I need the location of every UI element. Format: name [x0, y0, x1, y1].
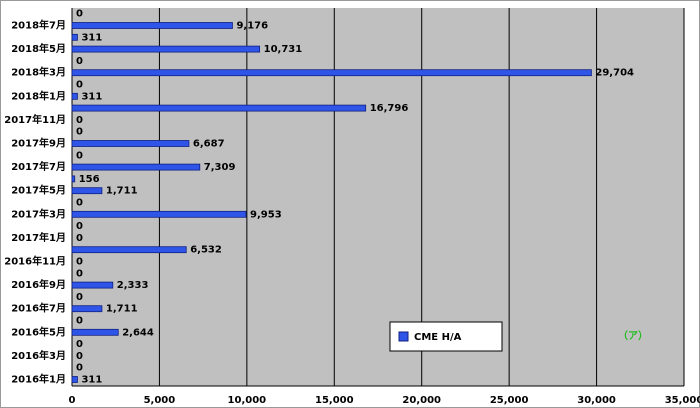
value-label: 0	[76, 351, 83, 362]
legend-box	[389, 321, 503, 352]
x-tick-label: 20,000	[402, 395, 441, 406]
value-label: 0	[76, 80, 83, 91]
value-label: 0	[76, 268, 83, 279]
value-label: 156	[79, 174, 100, 185]
bar	[71, 69, 592, 77]
value-label: 10,731	[264, 44, 303, 55]
bar	[71, 246, 187, 254]
value-label: 311	[81, 91, 102, 102]
value-label: 7,309	[204, 162, 236, 173]
x-tick-label: 25,000	[490, 395, 529, 406]
y-tick-label: 2016年3月	[11, 349, 66, 362]
value-label: 0	[76, 115, 83, 126]
y-tick-label: 2016年9月	[11, 278, 66, 291]
value-label: 0	[76, 363, 83, 374]
value-label: 0	[76, 316, 83, 327]
x-tick-label: 0	[69, 395, 76, 406]
value-label: 16,796	[370, 103, 409, 114]
value-label: 311	[81, 32, 102, 43]
bar	[71, 163, 201, 171]
value-label: 2,644	[122, 327, 154, 338]
bar	[71, 104, 367, 112]
bar	[71, 92, 78, 100]
x-tick-label: 15,000	[315, 395, 354, 406]
bar	[71, 22, 233, 29]
y-tick-label: 2018年5月	[11, 42, 66, 55]
y-tick-label: 2018年7月	[11, 19, 66, 32]
y-tick-label: 2017年3月	[11, 207, 66, 220]
bar	[71, 210, 247, 218]
x-tick-label: 5,000	[144, 395, 176, 406]
value-label: 1,711	[106, 304, 138, 315]
y-tick-label: 2016年5月	[11, 325, 66, 338]
bar	[71, 45, 261, 53]
y-tick-label: 2018年1月	[11, 89, 66, 102]
value-label: 0	[76, 257, 83, 268]
y-tick-label: 2017年11月	[4, 113, 66, 126]
value-label: 0	[76, 56, 83, 67]
plot-area	[72, 8, 684, 386]
bar	[71, 33, 78, 41]
value-label: 0	[76, 292, 83, 303]
bar	[71, 175, 76, 183]
value-label: 0	[76, 198, 83, 209]
value-label: 9,953	[250, 209, 282, 220]
bar	[71, 281, 114, 289]
value-label: 0	[76, 127, 83, 138]
value-label: 6,532	[190, 245, 222, 256]
legend-label: CME H/A	[414, 332, 462, 343]
value-label: 29,704	[595, 68, 634, 79]
y-tick-label: 2017年9月	[11, 137, 66, 150]
y-tick-label: 2017年1月	[11, 231, 66, 244]
value-label: 0	[76, 150, 83, 161]
y-tick-label: 2016年11月	[4, 255, 66, 268]
y-tick-label: 2017年7月	[11, 160, 66, 173]
y-tick-label: 2018年3月	[11, 66, 66, 79]
value-label: 311	[81, 375, 102, 386]
y-tick-label: 2017年5月	[11, 184, 66, 197]
annotation: （ア）	[618, 329, 648, 342]
value-label: 1,711	[106, 186, 138, 197]
value-label: 6,687	[193, 139, 225, 150]
value-label: 2,333	[117, 280, 149, 291]
y-tick-label: 2016年1月	[11, 373, 66, 386]
bar	[71, 376, 78, 383]
bar	[71, 187, 103, 195]
value-label: 0	[76, 233, 83, 244]
value-label: 9,176	[236, 21, 268, 32]
x-tick-label: 30,000	[577, 395, 616, 406]
value-label: 0	[76, 9, 83, 20]
bar	[71, 328, 119, 336]
bar	[71, 305, 103, 313]
value-label: 0	[76, 339, 83, 350]
x-tick-label: 35,000	[665, 395, 700, 406]
legend-swatch	[398, 331, 409, 342]
bar	[71, 140, 190, 147]
x-tick-label: 10,000	[228, 395, 267, 406]
y-tick-label: 2016年7月	[11, 302, 66, 315]
value-label: 0	[76, 221, 83, 232]
